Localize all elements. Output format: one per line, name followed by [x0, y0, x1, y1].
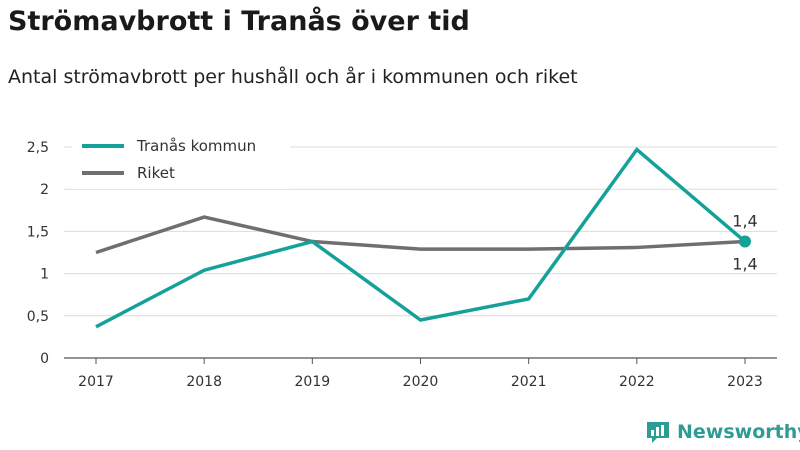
x-tick-label: 2021: [511, 374, 547, 390]
x-tick-label: 2019: [295, 374, 331, 390]
bar-chart-icon: [647, 422, 669, 443]
end-point-marker: [739, 235, 751, 248]
y-tick-label: 2: [40, 182, 49, 198]
series-line-riket: [95, 215, 746, 255]
legend-label: Riket: [137, 164, 175, 182]
y-tick-label: 1,5: [27, 224, 49, 240]
series-line-tran-s-kommun: [95, 146, 747, 329]
y-tick-label: 0: [40, 351, 49, 367]
newsworthy-logo: Newsworthy: [645, 420, 800, 444]
chart-title: Strömavbrott i Tranås över tid: [8, 6, 470, 37]
y-tick-label: 0,5: [27, 309, 49, 325]
x-tick-label: 2018: [186, 374, 222, 390]
x-tick-label: 2023: [727, 374, 763, 390]
chart-subtitle: Antal strömavbrott per hushåll och år i …: [8, 66, 578, 88]
brand-name: Newsworthy: [677, 421, 800, 443]
data-label-riket: 1,4: [732, 255, 757, 274]
y-tick-label: 1: [40, 267, 49, 283]
legend-label: Tranås kommun: [136, 137, 256, 155]
y-tick-label: 2,5: [27, 140, 49, 156]
x-tick-label: 2020: [403, 374, 439, 390]
legend-background: [72, 133, 290, 189]
x-tick-label: 2017: [78, 374, 114, 390]
data-label-tranas: 1,4: [732, 212, 757, 231]
x-tick-label: 2022: [619, 374, 655, 390]
